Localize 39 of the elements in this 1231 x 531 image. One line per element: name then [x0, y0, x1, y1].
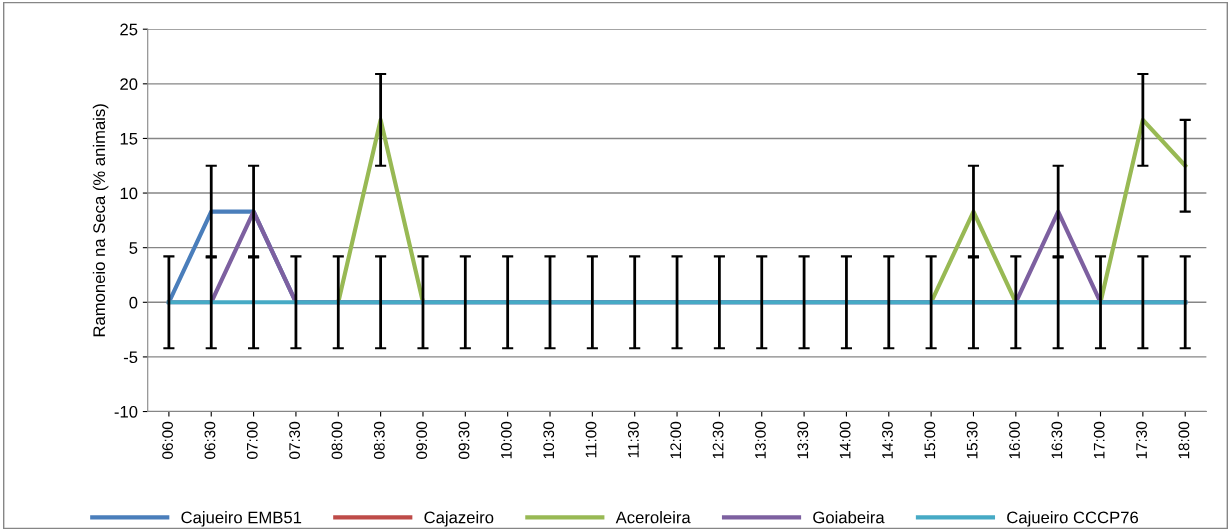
x-tick-label: 06:00: [162, 421, 173, 459]
x-tick-label: 09:00: [416, 421, 428, 459]
y-axis-title: Ramoneio na Seca (% animais): [92, 104, 109, 337]
x-tick-label: 07:00: [246, 421, 258, 459]
x-tick-label: 11:00: [585, 421, 597, 458]
x-tick-label: 15:30: [966, 421, 978, 459]
x-tick-label: 14:00: [839, 421, 851, 459]
x-tick-label: 08:00: [331, 421, 343, 459]
legend-label: Aceroleira: [615, 511, 691, 524]
x-tick-label: 16:00: [1009, 421, 1020, 459]
x-tick-label: 17:00: [1093, 421, 1105, 459]
legend-label: Cajueiro EMB51: [181, 511, 302, 527]
x-tick-label: 09:30: [458, 421, 470, 459]
x-tick-label: 16:30: [1051, 421, 1063, 459]
x-tick-label: 12:30: [712, 421, 724, 459]
y-tick-label: -5: [123, 351, 138, 364]
y-tick-label: 0: [129, 296, 138, 309]
x-tick-label: 13:30: [797, 421, 809, 459]
x-tick-label: 07:30: [289, 421, 301, 459]
y-tick-label: 20: [120, 78, 138, 91]
x-tick-label: 15:00: [924, 421, 936, 459]
y-tick-label: 15: [120, 133, 138, 145]
x-tick-label: 18:00: [1178, 421, 1190, 459]
x-tick-label: 13:00: [755, 421, 766, 459]
x-tick-label: 14:30: [882, 421, 893, 459]
legend-label: Cajueiro CCCP76: [1007, 511, 1139, 527]
x-tick-label: 10:00: [500, 421, 512, 459]
x-tick-label: 10:30: [543, 421, 555, 459]
x-tick-label: 17:30: [1136, 421, 1147, 459]
legend-label: Goiabeira: [813, 511, 885, 524]
x-tick-label: 11:30: [627, 421, 639, 458]
legend-label: Cajazeiro: [424, 511, 494, 527]
y-tick-label: 10: [120, 187, 138, 200]
x-tick-label: 06:30: [204, 421, 216, 459]
x-tick-label: 12:00: [670, 421, 682, 459]
x-tick-label: 08:30: [373, 421, 385, 459]
y-tick-label: -10: [114, 405, 138, 418]
y-tick-label: 5: [129, 242, 138, 254]
y-tick-label: 25: [120, 23, 138, 36]
